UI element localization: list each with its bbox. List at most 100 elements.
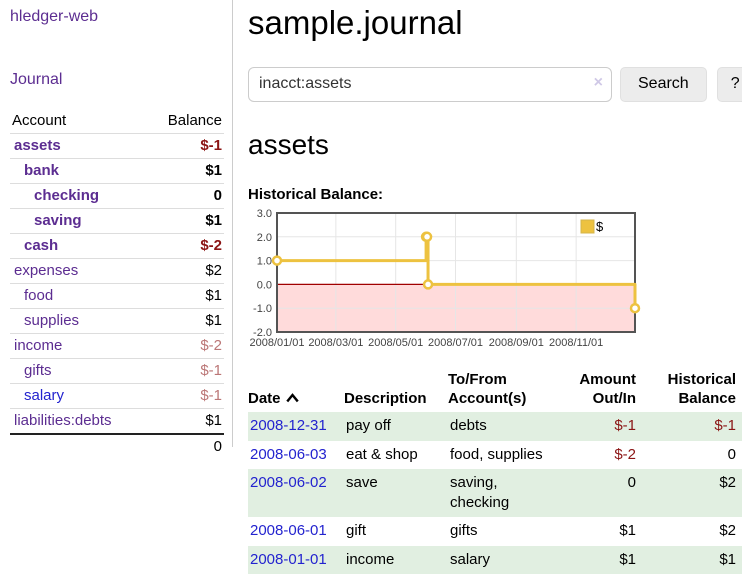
date-link[interactable]: 2008-06-01 [250,522,327,540]
account-cell: supplies [10,308,147,334]
data-point-marker [629,302,641,314]
account-balance: $-2 [146,333,224,359]
page-title: sample.journal [248,4,463,41]
account-heading: assets [248,128,329,160]
y-axis-tick-label: 1.0 [257,256,272,268]
sidebar-account-link[interactable]: gifts [24,362,52,379]
account-balance: 0 [146,183,224,209]
account-cell: cash [10,233,147,259]
account-row: income $-2 [10,333,224,359]
sidebar-account-link[interactable]: income [14,337,63,354]
register-table: Date Description To/From Account(s) Amou… [248,369,742,574]
sidebar-account-link[interactable]: cash [24,237,59,254]
x-axis-tick-label: 2008/05/01 [368,337,423,349]
register-row[interactable]: 2008-06-03 eat & shop food, supplies $-2 0 [248,441,742,469]
account-cell: bank [10,158,147,184]
balance-cell: $2 [719,522,736,540]
sidebar-account-link[interactable]: assets [14,137,61,154]
date-link[interactable]: 2008-06-02 [250,473,327,491]
search-button[interactable]: Search [620,66,707,102]
register-row[interactable]: 2008-06-01 gift gifts $1 $2 [248,517,742,545]
balance-cell: 0 [727,445,736,463]
account-cell: checking [10,183,147,209]
description-cell: pay off [346,417,391,435]
account-cell: gifts [10,358,147,384]
description-cell: income [346,550,395,568]
search-input[interactable] [248,66,612,102]
app-title-link[interactable]: hledger-web [10,8,99,25]
y-axis-tick-label: 0.0 [257,279,272,291]
accounts-cell: debts [450,417,487,435]
chart-label: Historical Balance: [248,185,384,203]
main-content: sample.journal × Search ? assets Histori… [233,0,742,574]
amount-cell: $1 [619,550,636,568]
x-axis-tick-label: 2008/11/01 [549,337,603,349]
y-axis-tick-label: -2.0 [253,327,272,339]
account-cell: expenses [10,258,147,284]
date-cell: 2008-01-01 [248,546,344,574]
account-row: expenses $2 [10,258,224,284]
register-row[interactable]: 2008-01-01 income salary $1 $1 [248,545,742,574]
account-cell: food [10,283,147,309]
sidebar-account-link[interactable]: supplies [24,312,80,329]
sidebar-account-link[interactable]: salary [24,387,65,404]
x-axis-tick-label: 2008/03/01 [308,337,363,349]
date-column-header[interactable]: Date [248,369,344,413]
sidebar-account-link[interactable]: bank [24,162,60,179]
legend-label: $ [596,219,604,234]
account-cell: income [10,333,147,359]
account-row: supplies $1 [10,308,224,334]
data-point-marker [421,231,433,242]
plot-border [276,211,636,333]
account-row: salary $-1 [10,383,224,409]
date-link[interactable]: 2008-12-31 [250,417,327,435]
account-balance: $-2 [146,233,224,259]
date-link[interactable]: 2008-06-03 [250,445,327,463]
y-axis-tick-label: -1.0 [253,303,272,315]
account-cell: liabilities:debts [10,408,147,434]
date-cell: 2008-06-02 [248,469,344,518]
sidebar-account-link[interactable]: liabilities:debts [14,412,112,429]
sidebar-account-link[interactable]: checking [34,187,100,204]
sidebar-item-journal[interactable]: Journal [10,71,63,88]
balance-cell: $-1 [714,417,736,435]
account-table-header-row: Account Balance [10,109,224,134]
account-column-header: Account [12,112,67,129]
date-cell: 2008-06-03 [248,441,344,469]
sidebar-account-link[interactable]: expenses [14,262,79,279]
total-row: 0 [10,433,224,459]
account-balance: $1 [146,308,224,334]
help-button[interactable]: ? [716,66,742,102]
sidebar-account-link[interactable]: food [24,287,54,304]
search-row: × Search ? [248,66,742,102]
clear-search-icon[interactable]: × [593,73,603,91]
sidebar-account-link[interactable]: saving [34,212,82,229]
register-row[interactable]: 2008-12-31 pay off debts $-1 $-1 [248,412,742,441]
account-balance: $1 [146,158,224,184]
account-balance: $1 [146,283,224,309]
account-row: bank $1 [10,158,224,184]
balance-column-header: Historical Balance [667,370,736,407]
accounts-cell: salary [450,550,491,568]
date-cell: 2008-06-01 [248,517,344,545]
description-cell: gift [346,522,367,540]
date-link[interactable]: 2008-01-01 [250,550,327,568]
accounts-cell: food, supplies [450,445,543,463]
amount-cell: 0 [627,473,636,491]
amount-cell: $1 [619,522,636,540]
y-axis-tick-label: 3.0 [257,208,272,220]
amount-cell: $-2 [614,445,636,463]
account-balance: $2 [146,258,224,284]
account-row: cash $-2 [10,233,224,259]
sort-ascending-icon [285,392,299,402]
account-balance: $1 [146,408,224,434]
register-header-row: Date Description To/From Account(s) Amou… [248,369,742,413]
account-cell: salary [10,383,147,409]
date-cell: 2008-12-31 [248,412,344,440]
data-point-marker [422,279,434,290]
register-row[interactable]: 2008-06-02 save saving, checking 0 $2 [248,468,742,518]
description-cell: save [346,473,378,491]
account-balance: $1 [146,208,224,234]
description-cell: eat & shop [346,445,418,463]
